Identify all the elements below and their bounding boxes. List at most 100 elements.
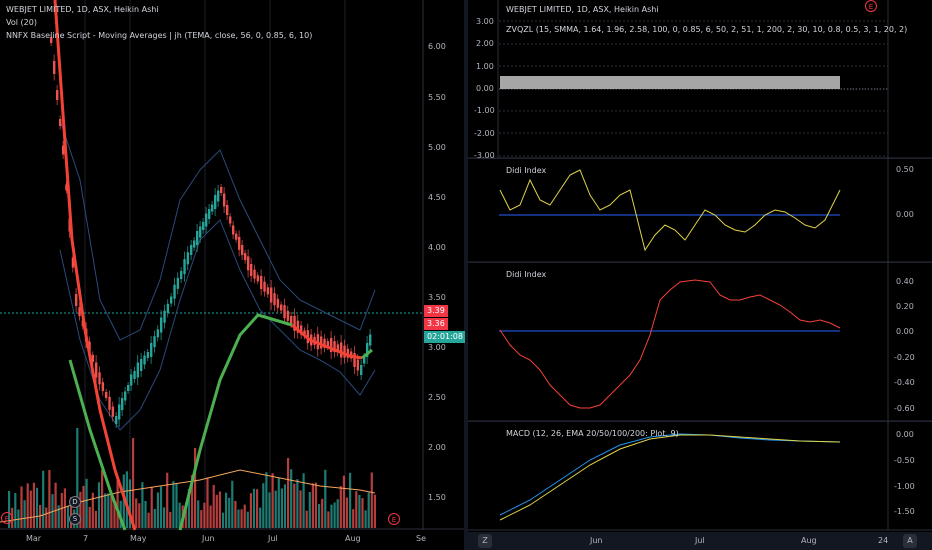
volume-bar bbox=[57, 505, 60, 528]
x-tick: Mar bbox=[26, 534, 42, 543]
volume-bar bbox=[370, 472, 373, 528]
volume-bar bbox=[70, 497, 73, 528]
volume-bar bbox=[94, 510, 97, 528]
y-tick: -3.00 bbox=[474, 151, 495, 160]
candle-body bbox=[56, 90, 59, 100]
dividend-marker[interactable]: D bbox=[69, 496, 81, 508]
y-tick: -2.00 bbox=[474, 129, 495, 138]
baseline-down-line bbox=[53, 0, 137, 531]
volume-bar bbox=[237, 509, 240, 528]
y-tick: 0.20 bbox=[896, 302, 914, 311]
volume-bar bbox=[197, 500, 200, 528]
volume-bar bbox=[85, 478, 88, 528]
candle-body bbox=[190, 245, 193, 255]
y-tick: 2.00 bbox=[428, 443, 446, 452]
volume-bar bbox=[259, 507, 262, 528]
volume-bar bbox=[231, 480, 234, 528]
volume-bar bbox=[147, 512, 150, 528]
candle-body bbox=[205, 213, 208, 227]
volume-bar bbox=[274, 490, 277, 528]
x-tick: Aug bbox=[345, 534, 361, 543]
candle-body bbox=[270, 287, 273, 303]
candle-body bbox=[183, 259, 186, 275]
volume-bar bbox=[48, 469, 51, 528]
zvqzl-title: WEBJET LIMITED, 1D, ASX, Heikin Ashi bbox=[506, 5, 659, 14]
volume-bar bbox=[128, 479, 132, 528]
x-tick: 24 bbox=[878, 536, 889, 545]
volume-bar bbox=[221, 512, 225, 528]
didi-index-pane-2[interactable] bbox=[468, 263, 932, 421]
volume-bar bbox=[268, 492, 271, 528]
candle-body bbox=[232, 225, 235, 235]
candle-body bbox=[193, 240, 196, 248]
volume-bar bbox=[271, 473, 274, 528]
volume-bar bbox=[35, 487, 39, 528]
candle-body bbox=[273, 293, 276, 306]
earnings-marker-top[interactable]: E bbox=[865, 0, 877, 12]
volume-bar bbox=[280, 488, 283, 528]
baseline-down-line-late bbox=[291, 323, 363, 360]
y-tick: -1.00 bbox=[894, 482, 915, 491]
volume-bar bbox=[190, 475, 194, 528]
candle-body bbox=[62, 145, 65, 155]
volume-bar bbox=[318, 503, 321, 528]
volume-bar bbox=[349, 472, 352, 528]
volume-bar bbox=[373, 494, 376, 528]
candle-body bbox=[59, 119, 62, 126]
volume-bar bbox=[184, 509, 187, 528]
volume-bar bbox=[342, 475, 345, 528]
volume-bar bbox=[51, 494, 54, 528]
baseline-up-line bbox=[178, 313, 293, 531]
y-tick: 5.50 bbox=[428, 93, 446, 102]
volume-bar bbox=[113, 501, 116, 528]
candle-body bbox=[95, 362, 98, 378]
volume-bar bbox=[299, 490, 302, 528]
candle-body bbox=[244, 253, 247, 261]
volume-bar bbox=[91, 492, 94, 528]
y-tick: 1.50 bbox=[428, 493, 446, 502]
pane-divider[interactable] bbox=[465, 0, 468, 550]
candle-body bbox=[326, 341, 330, 348]
candle-body bbox=[356, 359, 360, 371]
candle-body bbox=[238, 236, 241, 250]
volume-bar bbox=[156, 492, 159, 528]
candle-body bbox=[176, 277, 180, 289]
x-tick: Jun bbox=[202, 534, 215, 543]
split-marker[interactable]: S bbox=[69, 513, 81, 525]
y-tick: -0.40 bbox=[894, 378, 915, 387]
candle-body bbox=[369, 334, 372, 346]
candle-body bbox=[133, 371, 136, 379]
volume-bar bbox=[228, 497, 231, 528]
volume-bar bbox=[262, 483, 265, 528]
volume-bar bbox=[277, 477, 280, 528]
volume-bar bbox=[110, 492, 113, 528]
volume-bar bbox=[249, 493, 252, 528]
y-tick: 6.00 bbox=[428, 42, 446, 51]
candle-body bbox=[276, 298, 280, 308]
volume-bar bbox=[225, 492, 228, 528]
candle-body bbox=[196, 231, 199, 245]
volume-bar bbox=[169, 511, 172, 528]
volume-bar bbox=[355, 491, 358, 528]
candle-body bbox=[136, 362, 140, 378]
volume-bar bbox=[293, 483, 296, 528]
auto-scale-button[interactable]: A bbox=[903, 534, 917, 548]
y-tick: -0.50 bbox=[894, 456, 915, 465]
zoom-toggle-button[interactable]: Z bbox=[478, 534, 492, 548]
x-tick: Se bbox=[416, 534, 426, 543]
left-price-chart[interactable] bbox=[0, 0, 464, 550]
candle-body bbox=[366, 343, 369, 357]
candle-body bbox=[223, 193, 226, 207]
volume-bar bbox=[26, 483, 29, 528]
y-tick: 2.00 bbox=[476, 39, 494, 48]
volume-bar bbox=[358, 494, 361, 528]
volume-bar bbox=[20, 486, 23, 528]
volume-bar bbox=[367, 492, 370, 528]
macd-label: MACD (12, 26, EMA 20/50/100/200: Plot, 9… bbox=[506, 429, 679, 438]
candle-body bbox=[283, 305, 286, 319]
candle-body bbox=[320, 336, 323, 349]
volume-bar bbox=[150, 486, 153, 528]
candle-body bbox=[260, 276, 263, 289]
earnings-marker-left[interactable]: E bbox=[1, 512, 13, 524]
earnings-marker-right[interactable]: E bbox=[388, 513, 400, 525]
